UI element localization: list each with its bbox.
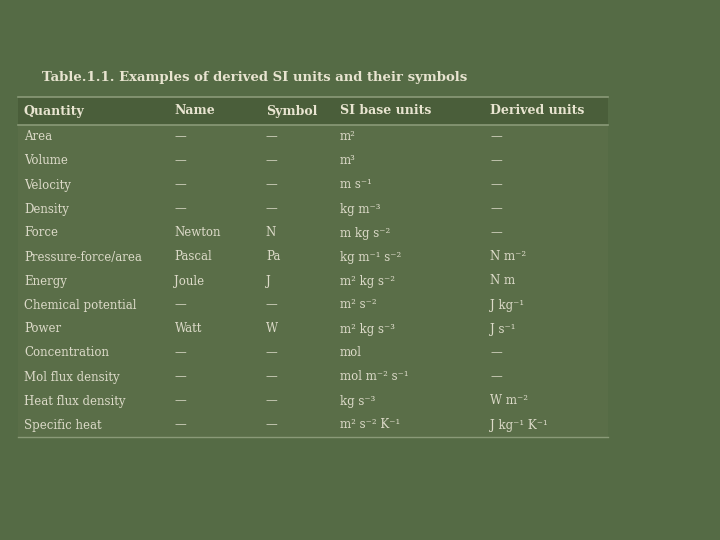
Text: kg m⁻¹ s⁻²: kg m⁻¹ s⁻² (340, 251, 401, 264)
Text: —: — (174, 154, 186, 167)
Text: Area: Area (24, 131, 52, 144)
Text: —: — (174, 347, 186, 360)
Text: —: — (174, 131, 186, 144)
Text: Specific heat: Specific heat (24, 418, 102, 431)
Text: kg s⁻³: kg s⁻³ (340, 395, 375, 408)
Text: J: J (266, 274, 271, 287)
Text: —: — (490, 370, 502, 383)
Text: —: — (490, 131, 502, 144)
Text: Density: Density (24, 202, 69, 215)
Text: mol: mol (340, 347, 361, 360)
Text: N: N (266, 226, 276, 240)
Text: Power: Power (24, 322, 61, 335)
Text: —: — (266, 418, 278, 431)
Text: Volume: Volume (24, 154, 68, 167)
Text: m² s⁻² K⁻¹: m² s⁻² K⁻¹ (340, 418, 400, 431)
Text: m³: m³ (340, 154, 356, 167)
Text: —: — (266, 299, 278, 312)
Text: Velocity: Velocity (24, 179, 71, 192)
Text: J s⁻¹: J s⁻¹ (490, 322, 516, 335)
Text: —: — (490, 154, 502, 167)
Text: Heat flux density: Heat flux density (24, 395, 125, 408)
Text: mol m⁻² s⁻¹: mol m⁻² s⁻¹ (340, 370, 408, 383)
Text: Joule: Joule (174, 274, 204, 287)
Text: —: — (266, 370, 278, 383)
Text: Watt: Watt (174, 322, 202, 335)
Text: m² s⁻²: m² s⁻² (340, 299, 377, 312)
Text: —: — (266, 154, 278, 167)
Text: —: — (174, 418, 186, 431)
Text: Quantity: Quantity (24, 105, 85, 118)
Text: —: — (490, 226, 502, 240)
Text: —: — (266, 395, 278, 408)
Text: m s⁻¹: m s⁻¹ (340, 179, 372, 192)
Bar (18, 97, 608, 125)
Text: J kg⁻¹: J kg⁻¹ (490, 299, 524, 312)
Text: m kg s⁻²: m kg s⁻² (340, 226, 390, 240)
Text: —: — (174, 370, 186, 383)
Text: Pa: Pa (266, 251, 280, 264)
Text: m² kg s⁻²: m² kg s⁻² (340, 274, 395, 287)
Text: Table.1.1. Examples of derived SI units and their symbols: Table.1.1. Examples of derived SI units … (42, 71, 467, 84)
Text: Name: Name (174, 105, 215, 118)
Text: m² kg s⁻³: m² kg s⁻³ (340, 322, 395, 335)
Text: Newton: Newton (174, 226, 221, 240)
Text: SI base units: SI base units (340, 105, 431, 118)
Text: —: — (490, 202, 502, 215)
Text: Pascal: Pascal (174, 251, 212, 264)
Text: —: — (490, 179, 502, 192)
Text: —: — (266, 179, 278, 192)
Text: kg m⁻³: kg m⁻³ (340, 202, 380, 215)
Text: N m⁻²: N m⁻² (490, 251, 526, 264)
Text: Energy: Energy (24, 274, 67, 287)
Text: N m: N m (490, 274, 516, 287)
Text: —: — (174, 179, 186, 192)
Bar (18, 125, 608, 437)
Text: Force: Force (24, 226, 58, 240)
Text: Symbol: Symbol (266, 105, 318, 118)
Text: —: — (266, 202, 278, 215)
Text: —: — (266, 131, 278, 144)
Text: —: — (174, 299, 186, 312)
Text: —: — (174, 202, 186, 215)
Text: Pressure-force/area: Pressure-force/area (24, 251, 142, 264)
Text: J kg⁻¹ K⁻¹: J kg⁻¹ K⁻¹ (490, 418, 548, 431)
Text: —: — (174, 395, 186, 408)
Text: m²: m² (340, 131, 356, 144)
Text: W m⁻²: W m⁻² (490, 395, 528, 408)
Text: —: — (266, 347, 278, 360)
Text: Mol flux density: Mol flux density (24, 370, 120, 383)
Text: —: — (490, 347, 502, 360)
Text: Chemical potential: Chemical potential (24, 299, 137, 312)
Text: Derived units: Derived units (490, 105, 585, 118)
Text: W: W (266, 322, 278, 335)
Text: Concentration: Concentration (24, 347, 109, 360)
